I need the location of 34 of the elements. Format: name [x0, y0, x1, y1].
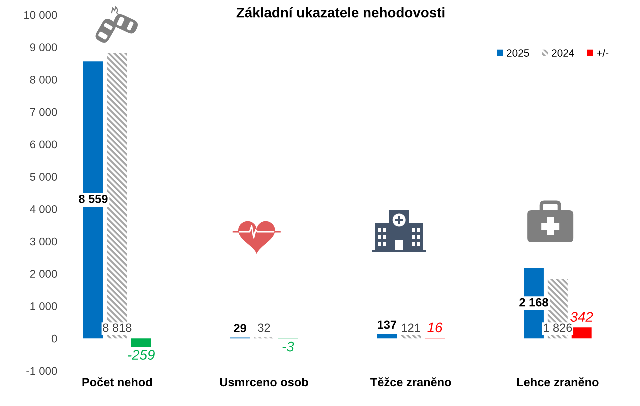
data-label: -259	[128, 350, 155, 360]
x-tick-label: Těžce zraněno	[370, 378, 452, 387]
data-label: 137	[378, 320, 396, 330]
data-label: 16	[428, 322, 443, 333]
x-tick-label: Lehce zraněno	[517, 378, 599, 387]
bar	[131, 338, 152, 348]
y-tick-label: 4 000	[30, 205, 58, 214]
y-tick-label: 8 000	[30, 76, 58, 84]
data-label: 29	[234, 324, 246, 333]
data-label: 1 826	[544, 324, 572, 332]
data-label: 2 168	[520, 298, 548, 307]
x-tick-label: Počet nehod	[82, 378, 152, 387]
y-tick-label: 9 000	[30, 44, 58, 52]
y-tick-label: -1 000	[26, 367, 58, 376]
legend-label: 2025	[507, 50, 530, 57]
chart-title: Základní ukazatele nehodovosti	[236, 7, 445, 18]
y-tick-label: 7 000	[30, 108, 58, 116]
y-tick-label: 1 000	[30, 302, 58, 310]
y-tick-label: 10 000	[24, 11, 58, 20]
y-tick-label: 6 000	[30, 140, 58, 149]
y-tick-label: 0	[52, 334, 58, 343]
data-label: 8 818	[103, 324, 132, 332]
legend-label: 2024	[552, 50, 574, 57]
y-tick-label: 3 000	[30, 238, 58, 246]
data-label: 342	[570, 312, 594, 322]
y-tick-label: 5 000	[30, 173, 58, 181]
data-label: 32	[258, 324, 270, 332]
y-tick-label: 2 000	[30, 270, 58, 278]
data-label: 121	[402, 324, 420, 332]
x-tick-label: Usmrceno osob	[220, 378, 308, 387]
data-label: -3	[282, 342, 294, 352]
bar	[377, 334, 398, 339]
legend-label: +/-	[597, 49, 609, 57]
data-label: 8 559	[79, 194, 108, 204]
